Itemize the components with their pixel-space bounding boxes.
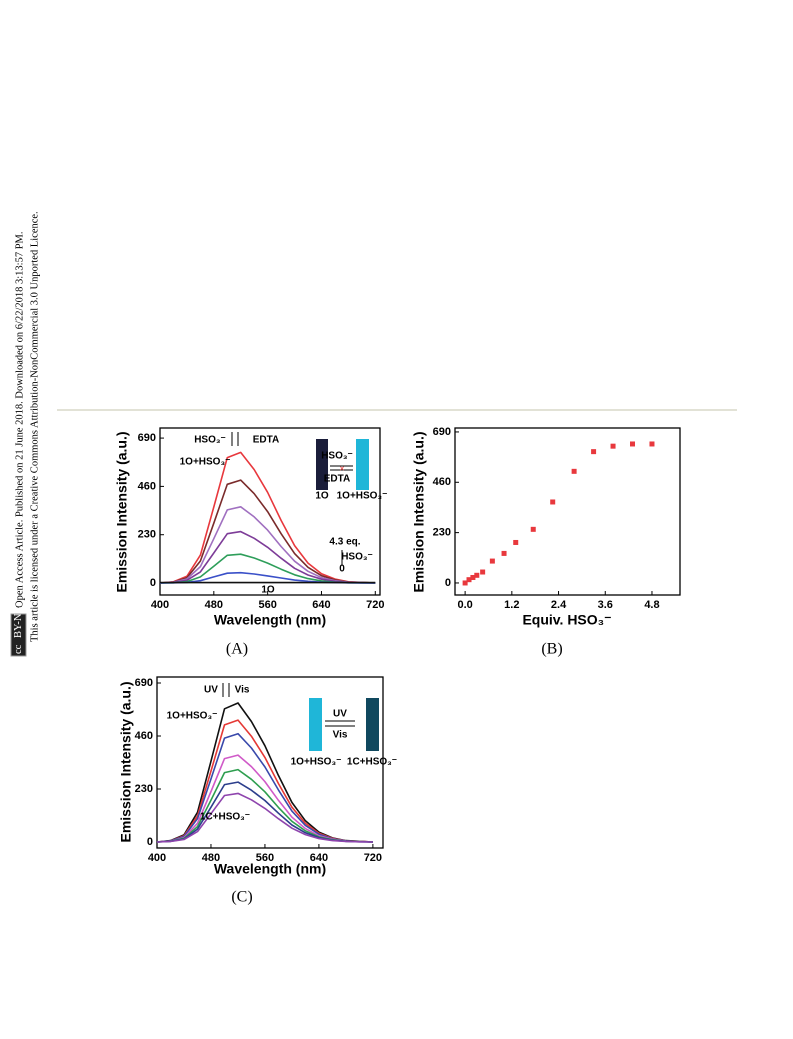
- y-tick-label: 460: [135, 730, 153, 742]
- badge-text: BY-NC: [13, 606, 24, 638]
- x-tick-label: 2.4: [551, 599, 567, 611]
- y-tick-label: 690: [433, 426, 451, 438]
- y-tick-label: 230: [138, 529, 156, 541]
- annotation: 1O+HSO₃⁻: [167, 711, 218, 722]
- vial: [316, 439, 328, 490]
- inset-label: 1O+HSO₃⁻: [291, 757, 342, 768]
- y-axis-title: Emission Intensity (a.u.): [118, 681, 134, 842]
- annotation: EDTA: [253, 435, 279, 446]
- x-tick-label: 640: [310, 852, 328, 864]
- y-tick-label: 0: [150, 577, 156, 589]
- annotation: 1O: [261, 585, 275, 596]
- x-tick-label: 720: [366, 599, 384, 611]
- caption: (A): [226, 641, 248, 658]
- curve: [156, 792, 373, 843]
- point: [489, 558, 495, 564]
- annotation: HSO₃⁻: [341, 552, 373, 563]
- annotation: 0: [339, 564, 345, 575]
- y-tick-label: 0: [147, 836, 153, 848]
- y-tick-label: 690: [138, 432, 156, 444]
- caption: (C): [231, 889, 252, 906]
- annotation: 1C+HSO₃⁻: [200, 812, 250, 823]
- x-tick-label: 480: [202, 852, 220, 864]
- plot-frame: [454, 427, 681, 596]
- y-axis-title: Emission Intensity (a.u.): [411, 431, 427, 592]
- x-tick-label: 480: [205, 599, 223, 611]
- x-tick-label: 720: [364, 852, 382, 864]
- y-tick-label: 0: [445, 577, 451, 589]
- inset-label: Vis: [333, 730, 348, 741]
- inset-photo: ×: [310, 437, 376, 499]
- point: [501, 550, 507, 556]
- y-tick-label: 690: [135, 677, 153, 689]
- point: [610, 443, 616, 449]
- y-tick-label: 230: [433, 527, 451, 539]
- inset-label: HSO₃⁻: [321, 451, 353, 462]
- vial: [356, 439, 369, 490]
- inset-label: 1O: [315, 491, 329, 502]
- license-badge: cc BY-NC: [10, 606, 27, 657]
- x-axis-title: Wavelength (nm): [214, 861, 326, 877]
- plot-frame: [156, 676, 384, 849]
- annotation: 4.3 eq.: [329, 537, 360, 548]
- point: [466, 577, 472, 583]
- point: [649, 441, 655, 447]
- plot-frame: [159, 427, 381, 596]
- inset-label: 1C+HSO₃⁻: [347, 757, 397, 768]
- annotation: HSO₃⁻: [194, 435, 226, 446]
- inset-label: EDTA: [324, 474, 350, 485]
- inset-label: UV: [333, 709, 347, 720]
- point: [550, 499, 556, 505]
- inset-photo: [305, 697, 385, 757]
- annotation: UV: [204, 685, 218, 696]
- x-tick-label: 560: [258, 599, 276, 611]
- x-tick-label: 400: [151, 599, 169, 611]
- y-tick-label: 230: [135, 783, 153, 795]
- point: [480, 569, 486, 575]
- x-tick-label: 3.6: [598, 599, 613, 611]
- annotation: 1O+HSO₃⁻: [180, 457, 231, 468]
- y-tick-label: 460: [138, 480, 156, 492]
- inset-label: 1O+HSO₃⁻: [337, 491, 388, 502]
- x-tick-label: 640: [312, 599, 330, 611]
- point: [591, 449, 597, 455]
- point: [462, 580, 468, 586]
- x-tick-label: 560: [256, 852, 274, 864]
- point: [474, 572, 480, 578]
- caption: (B): [541, 641, 562, 658]
- point: [470, 574, 476, 580]
- vial: [366, 698, 379, 751]
- point: [571, 468, 577, 474]
- x-tick-label: 400: [148, 852, 166, 864]
- point: [513, 539, 519, 545]
- badge-cc: cc: [13, 644, 24, 654]
- y-axis-title: Emission Intensity (a.u.): [114, 431, 130, 592]
- x-tick-label: 1.2: [504, 599, 519, 611]
- annotation: Vis: [235, 685, 250, 696]
- x-axis-title: Wavelength (nm): [214, 612, 326, 628]
- x-axis-title: Equiv. HSO₃⁻: [522, 612, 611, 628]
- x-tick-label: 0.0: [457, 599, 472, 611]
- side-notice: Open Access Article. Published on 21 Jun…: [14, 231, 25, 608]
- vial: [309, 698, 322, 751]
- y-tick-label: 460: [433, 476, 451, 488]
- x-tick-label: 4.8: [644, 599, 659, 611]
- side-notice: This article is licensed under a Creativ…: [29, 211, 40, 642]
- point: [530, 526, 536, 532]
- point: [630, 441, 636, 447]
- cross: ×: [339, 463, 344, 473]
